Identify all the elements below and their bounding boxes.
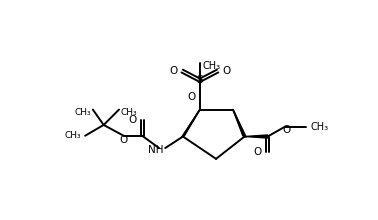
Text: NH: NH: [148, 145, 164, 155]
Text: O: O: [169, 66, 178, 76]
Text: CH₃: CH₃: [121, 108, 137, 117]
Text: O: O: [188, 92, 196, 102]
Polygon shape: [181, 110, 200, 138]
Text: CH₃: CH₃: [75, 108, 91, 117]
Text: O: O: [119, 135, 128, 145]
Text: CH₃: CH₃: [311, 121, 329, 132]
Polygon shape: [233, 110, 246, 137]
Text: O: O: [282, 125, 290, 135]
Text: O: O: [222, 66, 231, 76]
Polygon shape: [245, 135, 268, 138]
Text: O: O: [253, 147, 262, 157]
Text: CH₃: CH₃: [202, 61, 220, 71]
Text: CH₃: CH₃: [65, 131, 81, 140]
Text: S: S: [197, 75, 203, 85]
Text: O: O: [129, 115, 137, 125]
